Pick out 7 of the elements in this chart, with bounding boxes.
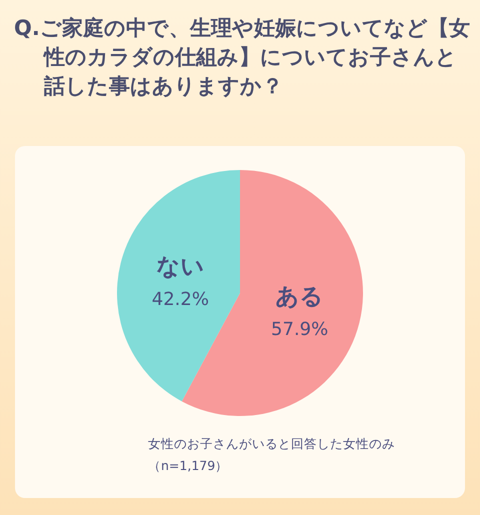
data-label: 57.9% (271, 319, 328, 340)
text: （n=1,179） (148, 458, 228, 473)
slice-label: ない (156, 254, 204, 280)
chart-title: Q.ご家庭の中で、生理や妊娠についてなど【女性のカラダの仕組み】についてお子さんと話した事はありますか？ (14, 15, 470, 100)
text: 女性のお子さんがいると回答した女性のみ (148, 436, 395, 451)
data-label: 42.2% (152, 289, 209, 310)
slice-label: ある (276, 284, 324, 310)
